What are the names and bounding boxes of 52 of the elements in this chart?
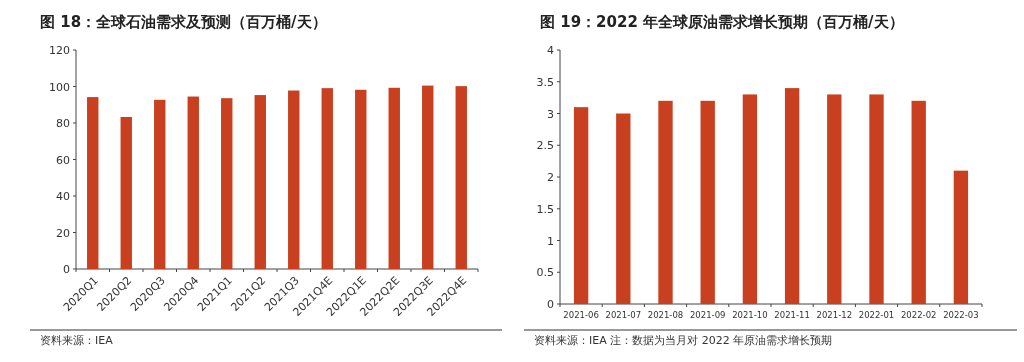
bar [321,88,333,269]
x-tick-label: 2021-12 [816,310,853,320]
bar [355,89,367,269]
y-tick-label: 2 [547,171,554,184]
bar [87,97,99,269]
bar [254,95,266,269]
chart-title: 图 18：全球石油需求及预测（百万桶/天） [40,13,327,31]
x-tick-label: 2022-03 [943,310,979,320]
y-tick-label: 60 [56,153,70,167]
text: 资料来源：IEA 注：数据为当月对 2022 年原油需求增长预期 [534,334,833,347]
bar [154,99,166,269]
bar [911,100,926,304]
text: 资料来源：IEA [40,334,114,347]
bar [422,85,434,269]
y-tick-label: 0 [63,263,70,276]
y-tick-label: 2.5 [536,139,554,153]
x-tick-label: 2021-06 [563,310,599,320]
y-tick-label: 20 [56,226,70,240]
y-tick-label: 0.5 [536,266,554,280]
bar [221,98,233,269]
bar [388,87,400,269]
y-tick-label: 4 [547,44,554,57]
y-tick-label: 1.5 [536,202,554,216]
y-tick-label: 3.5 [536,75,554,89]
bar [120,116,132,269]
x-tick-label: 2021-09 [689,310,726,320]
bar [742,94,758,304]
y-tick-label: 120 [49,44,70,57]
bar [953,170,969,304]
chart-title: 图 19：2022 年全球原油需求增长预期（百万桶/天） [540,13,904,31]
y-tick-label: 80 [56,117,70,130]
x-tick-label: 2021-07 [605,310,642,320]
x-tick-label: 2021-08 [647,310,684,320]
y-tick-label: 3 [547,107,554,121]
bar [784,88,800,304]
x-tick-label: 2021-10 [732,310,768,320]
bar [455,86,467,269]
bar [573,107,589,304]
x-tick-label: 2022-02 [900,310,937,320]
bar [187,96,199,269]
bar [616,113,631,304]
bar [288,90,300,269]
y-tick-label: 0 [547,298,554,311]
bar [869,94,884,304]
bar [827,94,842,304]
x-tick-label: 2022-01 [858,310,895,320]
y-tick-label: 100 [49,80,70,94]
x-tick-label: 2021-11 [774,310,810,320]
bar [658,100,673,304]
y-tick-label: 40 [56,190,70,203]
bar [700,100,715,304]
y-tick-label: 1 [547,234,554,248]
